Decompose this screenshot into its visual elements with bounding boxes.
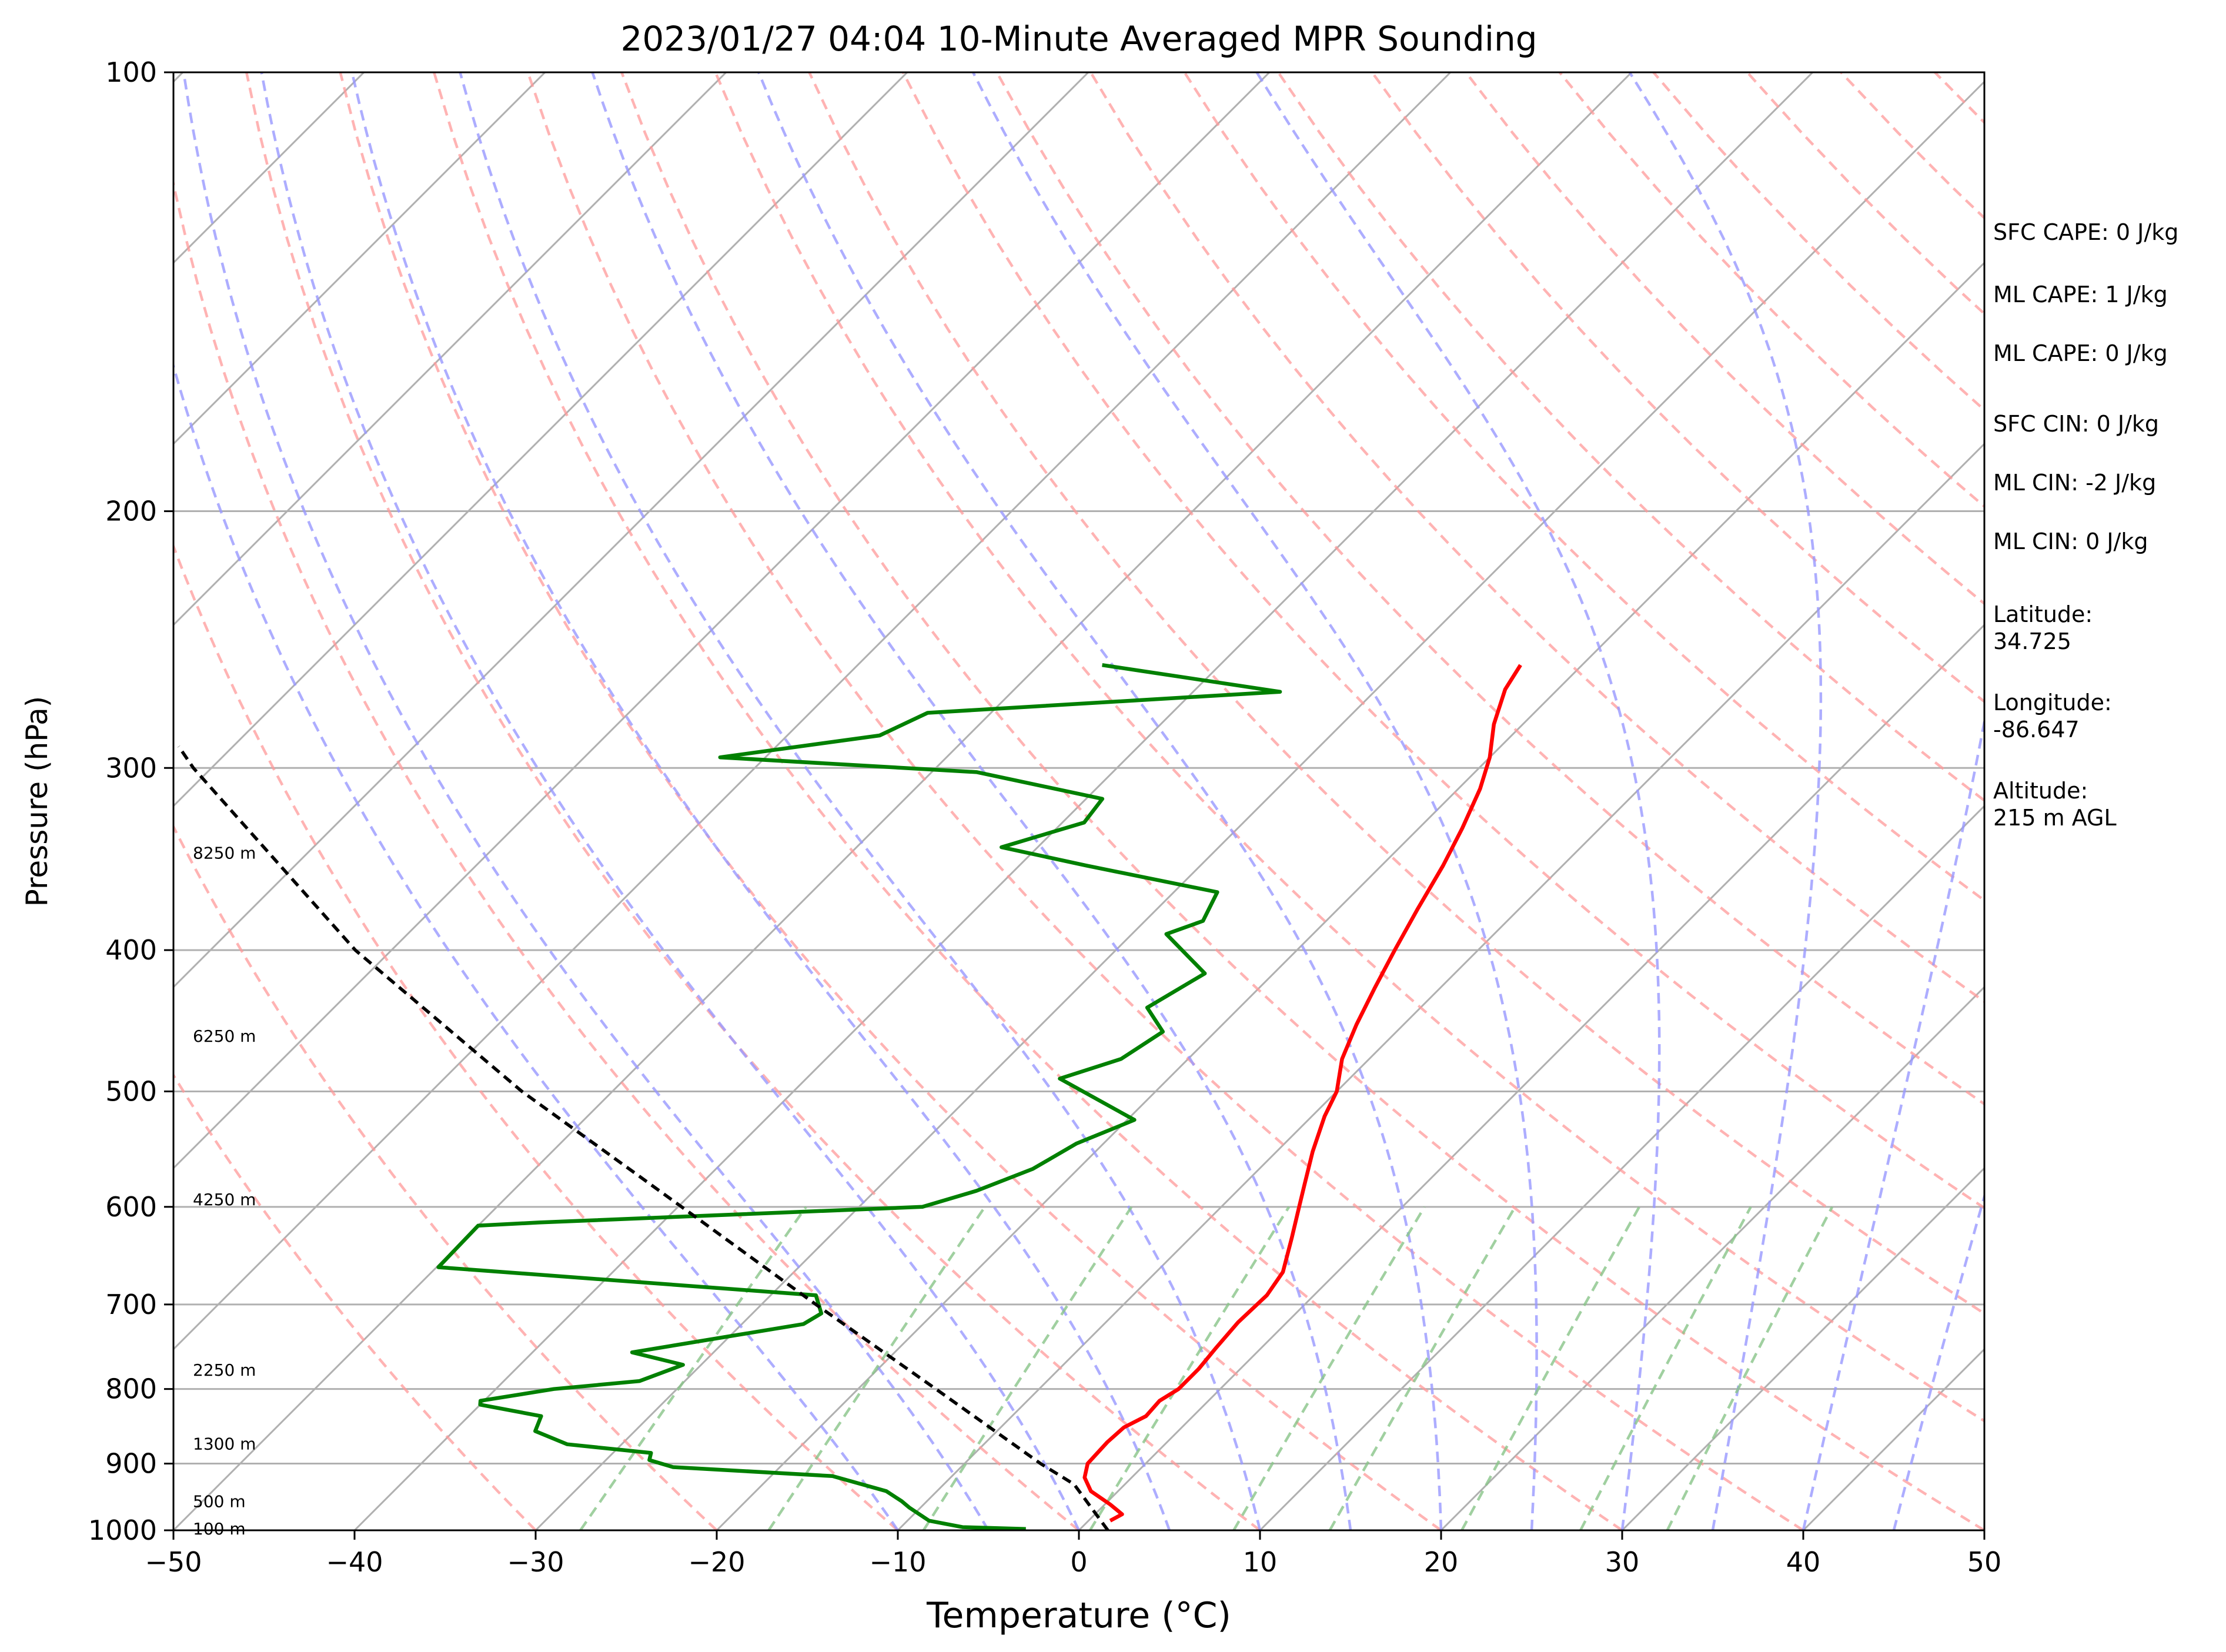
y-axis: 100 200 300 400 500 600 700 800 900 1000 <box>88 56 173 1546</box>
latitude-text: Latitude: 34.725 <box>1993 601 2093 654</box>
moist-adiabat <box>1255 72 1661 1530</box>
longitude-text: Longitude: -86.647 <box>1993 690 2112 743</box>
moist-adiabat <box>591 72 1352 1530</box>
x-tick-label: 0 <box>1070 1546 1087 1578</box>
ml-cin-text: ML CIN: -2 J/kg <box>1993 470 2157 496</box>
isotherm <box>173 72 546 446</box>
dry-adiabat <box>995 72 1984 1106</box>
mixing-ratio-line <box>1579 1206 1752 1530</box>
dry-adiabat <box>808 72 1984 1315</box>
x-tick-label: −40 <box>326 1546 383 1578</box>
y-tick-label: 600 <box>105 1191 157 1223</box>
moist-adiabat <box>1801 714 1984 1530</box>
moist-adiabat <box>971 72 1538 1530</box>
dry-adiabat <box>339 72 1442 1530</box>
mixing-ratio-line <box>1232 1206 1426 1530</box>
isotherm <box>1440 985 1984 1530</box>
x-tick-label: 40 <box>1786 1546 1821 1578</box>
y-tick-label: 700 <box>105 1289 157 1320</box>
sfc-cin-text: SFC CIN: 0 J/kg <box>1993 411 2160 437</box>
temperature-line <box>1082 664 1522 1523</box>
y-tick-label: 1000 <box>88 1514 157 1546</box>
isotherm <box>716 261 1984 1530</box>
mixing-ratio-line <box>767 1206 986 1530</box>
dry-adiabat <box>620 72 1984 1530</box>
altitude-text: Altitude: 215 m AGL <box>1993 778 2117 831</box>
moist-adiabat <box>1892 1192 1984 1530</box>
mixing-ratio-line <box>922 1206 1133 1530</box>
x-tick-label: 10 <box>1243 1546 1278 1578</box>
height-label: 2250 m <box>193 1360 256 1380</box>
isotherm <box>173 72 727 627</box>
y-tick-label: 300 <box>105 752 157 784</box>
isotherm <box>1078 623 1984 1530</box>
x-axis-label: Temperature (°C) <box>926 1595 1231 1636</box>
mixing-ratio-line <box>1460 1206 1641 1530</box>
height-label: 100 m <box>193 1519 246 1539</box>
dry-adiabat <box>901 72 1984 1210</box>
ml-cin-text-2: ML CIN: 0 J/kg <box>1993 529 2148 554</box>
isotherm <box>173 72 1089 989</box>
isotherm <box>1621 1166 1984 1530</box>
height-label: 500 m <box>193 1492 246 1511</box>
moist-adiabat <box>182 72 990 1530</box>
y-tick-label: 800 <box>105 1373 157 1405</box>
moist-adiabat <box>173 361 899 1530</box>
x-tick-label: −20 <box>688 1546 745 1578</box>
dry-adiabat <box>245 72 1261 1530</box>
dry-adiabat <box>173 177 1080 1530</box>
parcel-profile-line <box>177 745 1109 1530</box>
y-tick-label: 100 <box>105 56 157 88</box>
x-axis: −50 −40 −30 −20 −10 0 10 20 30 40 50 <box>145 1530 2001 1578</box>
sfc-cape-text: SFC CAPE: 0 J/kg <box>1993 219 2179 245</box>
ml-cape-text-2: ML CAPE: 0 J/kg <box>1993 340 2168 366</box>
height-labels: 100 m 500 m 1300 m 2250 m 4250 m 6250 m 8250 m <box>193 844 256 1539</box>
moist-adiabat <box>757 72 1443 1530</box>
dry-adiabat <box>714 72 1984 1423</box>
mixing-ratio-line <box>579 1206 807 1530</box>
series-layer <box>177 663 1522 1530</box>
isotherm <box>173 72 1452 1351</box>
x-tick-label: −50 <box>145 1546 202 1578</box>
dewpoint-line <box>436 663 1282 1530</box>
background-lines <box>173 72 1984 1530</box>
mixing-ratio-line <box>1328 1206 1516 1530</box>
height-label: 4250 m <box>193 1190 256 1209</box>
height-label: 8250 m <box>193 844 256 863</box>
dry-adiabat <box>526 72 1804 1530</box>
x-tick-label: 20 <box>1424 1546 1459 1578</box>
y-axis-label: Pressure (hPa) <box>20 696 54 907</box>
isotherm <box>173 72 908 808</box>
y-tick-label: 400 <box>105 934 157 966</box>
ml-cape-text: ML CAPE: 1 J/kg <box>1993 282 2168 307</box>
x-tick-label: −30 <box>507 1546 564 1578</box>
isotherm <box>1259 804 1984 1530</box>
mixing-ratio-line <box>1666 1206 1834 1530</box>
height-label: 1300 m <box>193 1434 256 1453</box>
isotherm <box>173 72 1633 1530</box>
y-tick-label: 900 <box>105 1448 157 1480</box>
y-tick-label: 500 <box>105 1075 157 1107</box>
x-tick-label: 50 <box>1967 1546 2002 1578</box>
height-label: 6250 m <box>193 1026 256 1046</box>
dry-adiabat <box>433 72 1623 1530</box>
isotherm <box>897 442 1984 1530</box>
isotherm <box>534 80 1984 1530</box>
chart-title: 2023/01/27 04:04 10-Minute Averaged MPR … <box>620 19 1537 59</box>
isotherm <box>173 72 1271 1170</box>
isotherm <box>353 72 1814 1530</box>
x-tick-label: −10 <box>869 1546 926 1578</box>
dry-adiabat <box>173 1072 537 1530</box>
dry-adiabat <box>173 543 899 1530</box>
x-tick-label: 30 <box>1605 1546 1640 1578</box>
y-tick-label: 200 <box>105 496 157 527</box>
moist-adiabat <box>1628 72 1823 1530</box>
moist-adiabat <box>459 72 1262 1530</box>
mixing-ratio-line <box>1088 1206 1291 1530</box>
